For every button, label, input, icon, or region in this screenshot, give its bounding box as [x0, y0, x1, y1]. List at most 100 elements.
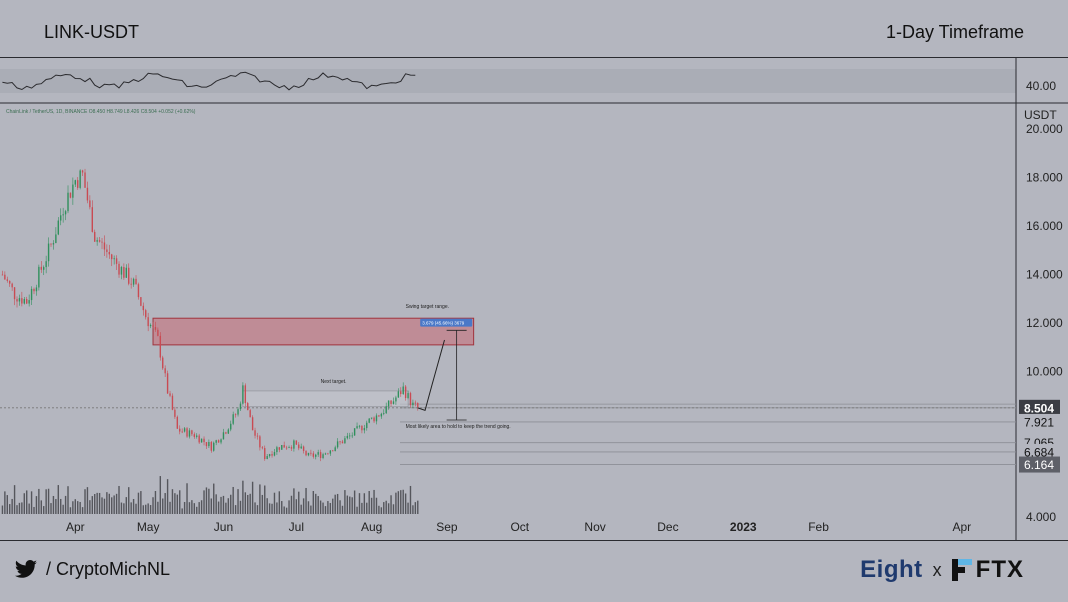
price-label: 6.164 [1024, 458, 1054, 472]
brand-logos: Eight x FTX [860, 555, 1024, 585]
candle-body [183, 428, 186, 432]
candle-body [193, 434, 196, 437]
candle-body [215, 440, 217, 443]
volume-bar [147, 503, 149, 514]
price-label: 8.504 [1024, 401, 1054, 415]
candles [1, 168, 419, 462]
candle-body [329, 450, 332, 454]
volume-bar [368, 491, 370, 514]
volume-bar [247, 494, 249, 514]
volume-bar [285, 507, 288, 514]
volume-bar [259, 484, 261, 514]
measure-tool [446, 329, 467, 421]
candle-body [247, 403, 249, 411]
volume-bar [130, 502, 132, 514]
volume-bar [264, 485, 266, 514]
candle-body [55, 234, 57, 244]
volume-bar [23, 493, 25, 514]
volume-bar [38, 488, 40, 514]
volume-bar [159, 476, 162, 514]
volume-bar [60, 498, 62, 514]
volume-bar [234, 505, 237, 514]
volume-bar [295, 499, 298, 514]
volume-bar [86, 487, 89, 514]
candle-body [225, 432, 227, 434]
candle-body [380, 413, 383, 417]
candle-body [149, 324, 152, 327]
volume-bar [324, 506, 327, 514]
candle-body [400, 391, 402, 395]
candle-body [273, 452, 276, 456]
candle-body [140, 297, 142, 306]
volume-bar [281, 501, 283, 514]
volume-bar [412, 505, 414, 514]
candle-body [16, 299, 18, 302]
volume-bar [191, 500, 193, 514]
volume-bar [28, 503, 30, 514]
twitter-handle[interactable]: / CryptoMichNL [46, 559, 171, 579]
volume-bar [152, 497, 154, 514]
volume-bar [300, 504, 302, 514]
candle-body [361, 425, 363, 431]
volume-bar [33, 506, 35, 514]
measure-badge: 3.679 (45.66%) 3679 [420, 318, 473, 327]
ftx-logo: FTX [951, 556, 1024, 584]
volume-bar [329, 502, 332, 514]
header-bar: LINK-USDT 1-Day Timeframe [0, 0, 1068, 58]
next-target-annotation: Next target. [321, 379, 347, 385]
candle-body [336, 441, 339, 448]
candle-body [288, 447, 290, 448]
candle-body [198, 435, 200, 443]
candle-body [35, 287, 38, 292]
volume-bar [57, 485, 59, 514]
candle-body [169, 393, 171, 396]
volume-bar [242, 480, 244, 514]
candle-body [128, 267, 130, 284]
candle-body [232, 414, 234, 424]
twitter-bird-icon[interactable] [14, 559, 38, 581]
candle-body [259, 436, 261, 448]
candle-body [77, 180, 79, 188]
volume-bar [222, 495, 225, 514]
candle-body [94, 231, 96, 242]
candle-body [6, 279, 8, 281]
volume-bar [220, 496, 222, 514]
candle-body [162, 357, 164, 369]
volume-bar [385, 500, 387, 514]
candle-body [179, 428, 181, 432]
volume-bar [353, 490, 356, 514]
candle-body [118, 263, 120, 275]
candle-body [368, 418, 370, 423]
volume-bar [106, 492, 108, 514]
y-tick-label: 18.000 [1026, 171, 1063, 185]
volume-bar [169, 501, 171, 514]
candle-body [210, 442, 213, 451]
volume-bar [18, 502, 21, 514]
volume-bar [135, 503, 137, 514]
candle-body [404, 386, 407, 399]
candle-body [91, 207, 93, 232]
volume-bar [278, 491, 281, 514]
candle-body [307, 452, 310, 456]
candle-body [106, 249, 108, 252]
volume-bar [4, 491, 6, 514]
candle-body [276, 447, 278, 453]
candle-body [266, 456, 268, 459]
candle-body [62, 214, 64, 216]
volume-bar [404, 493, 407, 514]
x-tick-label: Aug [361, 520, 382, 534]
candle-body [45, 261, 47, 268]
footer-bar: / CryptoMichNL Eight x FTX [0, 540, 1068, 602]
price-chart[interactable]: 40.00 USDT ChainLink / TetherUS, 1D, BIN… [0, 57, 1068, 540]
candle-body [145, 310, 147, 318]
x-tick-label: Dec [657, 520, 678, 534]
candle-body [154, 327, 157, 330]
candle-body [237, 409, 239, 415]
candle-body [339, 441, 341, 443]
candle-body [26, 299, 28, 304]
volume-bar [217, 501, 220, 514]
timeframe-label: 1-Day Timeframe [885, 22, 1024, 42]
candle-body [135, 278, 137, 285]
candle-body [283, 444, 285, 448]
